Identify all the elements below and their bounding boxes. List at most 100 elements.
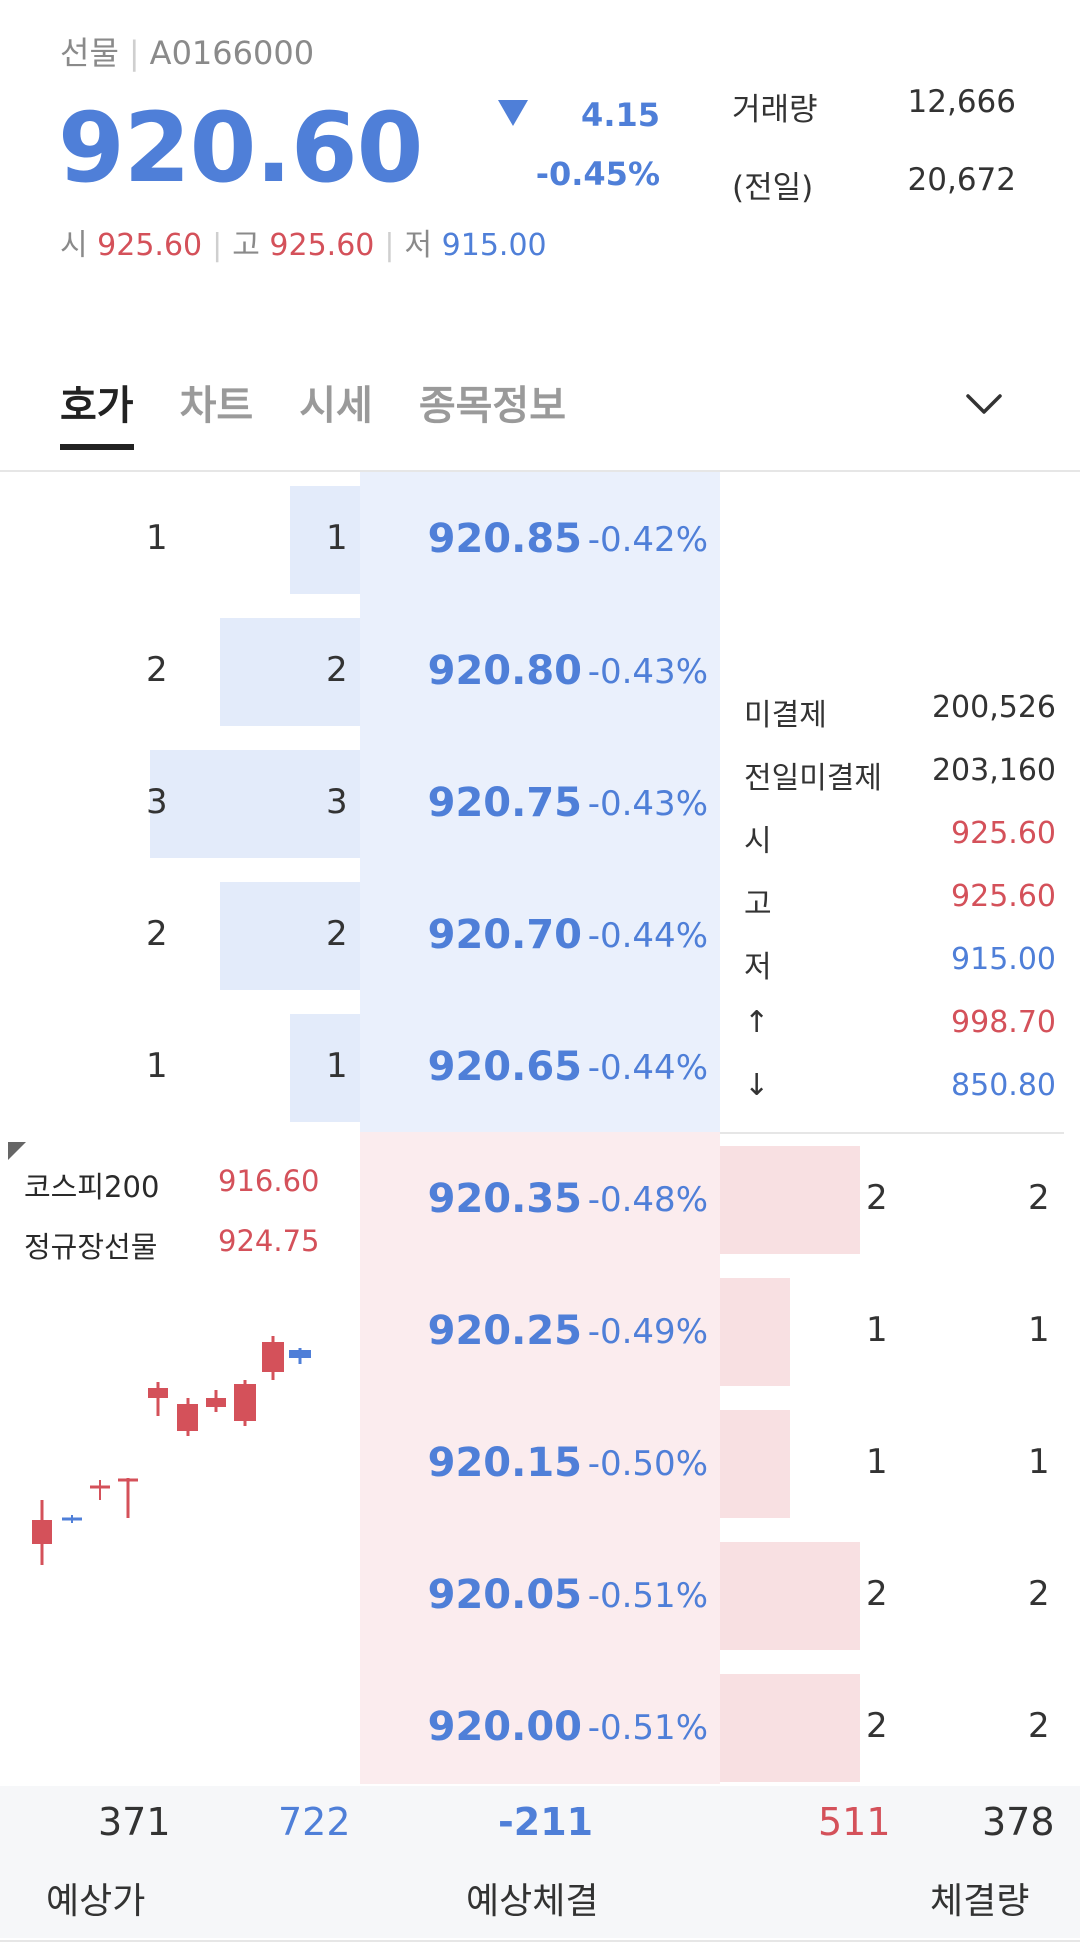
tab-stock-info[interactable]: 종목정보	[418, 383, 567, 429]
info-value: 998.70	[951, 1005, 1056, 1040]
info-value: 200,526	[931, 690, 1056, 725]
candle	[234, 1380, 256, 1426]
candle	[177, 1398, 198, 1436]
divider	[0, 1940, 1080, 1942]
product-code: 선물 | A0166000	[60, 28, 314, 74]
buy-order-row[interactable]: 920.05 -0.51% 2 2	[0, 1530, 1080, 1662]
divider	[0, 470, 1080, 472]
sell-price: 920.65	[427, 1044, 582, 1090]
buy-count: 1	[1028, 1442, 1050, 1482]
sell-count: 1	[146, 518, 168, 558]
buy-quantity: 2	[866, 1706, 888, 1746]
prev-volume-label: (전일)	[732, 170, 814, 206]
buy-quantity: 2	[866, 1178, 888, 1218]
sell-rate: -0.42%	[587, 520, 708, 560]
sell-order-row[interactable]: 2 2 920.70 -0.44%	[0, 870, 1080, 1002]
candle	[206, 1390, 226, 1412]
footer-net: -211	[498, 1800, 594, 1844]
up-arrow-icon: ↑	[744, 1005, 770, 1040]
kospi200-label: 코스피200	[24, 1170, 160, 1204]
buy-rate: -0.51%	[587, 1576, 708, 1616]
chevron-down-icon[interactable]	[962, 382, 1006, 426]
divider: |	[212, 228, 223, 263]
summary-footer	[0, 1786, 1080, 1938]
info-label: 고	[744, 887, 772, 922]
buy-order-row[interactable]: 920.35 -0.48% 2 2	[0, 1134, 1080, 1266]
info-value: 925.60	[951, 816, 1056, 851]
footer-buy-count: 511	[818, 1800, 891, 1844]
candle	[32, 1500, 52, 1565]
price-change: 4.15	[581, 96, 660, 134]
buy-quantity-bar	[720, 1278, 790, 1386]
buy-rate: -0.51%	[587, 1708, 708, 1748]
info-label: 전일미결제	[744, 761, 882, 796]
info-upper-limit: ↑ 998.70	[744, 1005, 1056, 1065]
kospi200-value: 916.60	[218, 1164, 320, 1198]
sell-rate: -0.43%	[587, 652, 708, 692]
sell-rate: -0.44%	[587, 1048, 708, 1088]
tab-quote[interactable]: 시세	[299, 383, 373, 429]
sell-count: 2	[146, 650, 168, 690]
info-lower-limit: ↓ 850.80	[744, 1068, 1056, 1128]
candle	[62, 1515, 82, 1523]
info-open: 시 925.60	[744, 816, 1056, 876]
sell-rate: -0.43%	[587, 784, 708, 824]
footer-label-expected-fill: 예상체결	[466, 1881, 599, 1922]
buy-price: 920.15	[427, 1440, 582, 1486]
sell-quantity-bar	[220, 882, 360, 990]
buy-price: 920.25	[427, 1308, 582, 1354]
buy-price: 920.05	[427, 1572, 582, 1618]
buy-quantity: 2	[866, 1574, 888, 1614]
sell-order-row[interactable]: 2 2 920.80 -0.43%	[0, 606, 1080, 738]
open-label: 시	[60, 228, 88, 263]
buy-count: 2	[1028, 1178, 1050, 1218]
info-value: 915.00	[951, 942, 1056, 977]
footer-sell-count: 722	[278, 1800, 351, 1844]
sell-order-row[interactable]: 1 1 920.85 -0.42%	[0, 474, 1080, 606]
buy-rate: -0.48%	[587, 1180, 708, 1220]
current-price: 920.60	[58, 92, 423, 204]
buy-quantity-bar	[720, 1542, 860, 1650]
product-type: 선물	[60, 34, 119, 72]
info-label: 미결제	[744, 698, 827, 733]
footer-sell-total: 371	[98, 1800, 171, 1844]
candle	[90, 1480, 110, 1500]
buy-quantity-bar	[720, 1146, 860, 1254]
buy-order-row[interactable]: 920.15 -0.50% 1 1	[0, 1398, 1080, 1530]
candle	[262, 1336, 284, 1380]
prev-volume-value: 20,672	[907, 162, 1016, 198]
sell-price: 920.70	[427, 912, 582, 958]
buy-rate: -0.50%	[587, 1444, 708, 1484]
volume-value: 12,666	[907, 84, 1016, 120]
buy-quantity: 1	[866, 1310, 888, 1350]
regular-futures-row: 정규장선물 924.75	[24, 1224, 319, 1266]
footer-buy-total: 378	[982, 1800, 1055, 1844]
low-value: 915.00	[441, 228, 547, 263]
sell-quantity: 2	[326, 650, 348, 690]
sell-quantity-bar	[150, 750, 360, 858]
down-triangle-icon	[498, 100, 528, 126]
sell-quantity: 1	[326, 1046, 348, 1086]
info-label: 시	[744, 824, 772, 859]
sell-price-column	[360, 472, 720, 1132]
buy-quantity: 1	[866, 1442, 888, 1482]
sell-count: 3	[146, 782, 168, 822]
corner-toggle-icon[interactable]	[8, 1142, 26, 1160]
sell-price: 920.80	[427, 648, 582, 694]
high-label: 고	[232, 228, 260, 263]
sell-order-row[interactable]: 3 3 920.75 -0.43%	[0, 738, 1080, 870]
sell-order-row[interactable]: 1 1 920.65 -0.44%	[0, 1002, 1080, 1134]
product-code-text: A0166000	[149, 34, 315, 72]
regular-futures-value: 924.75	[218, 1224, 320, 1258]
tab-chart[interactable]: 차트	[179, 383, 254, 429]
sell-price: 920.85	[427, 516, 582, 562]
info-prev-open-interest: 전일미결제 203,160	[744, 753, 1056, 813]
sell-price: 920.75	[427, 780, 582, 826]
buy-quantity-bar	[720, 1410, 790, 1518]
buy-order-row[interactable]: 920.25 -0.49% 1 1	[0, 1266, 1080, 1398]
high-value: 925.60	[269, 228, 375, 263]
divider: |	[128, 34, 140, 72]
tab-orderbook[interactable]: 호가	[60, 378, 134, 450]
buy-order-row[interactable]: 920.00 -0.51% 2 2	[0, 1662, 1080, 1794]
price-change-percent: -0.45%	[535, 155, 660, 193]
